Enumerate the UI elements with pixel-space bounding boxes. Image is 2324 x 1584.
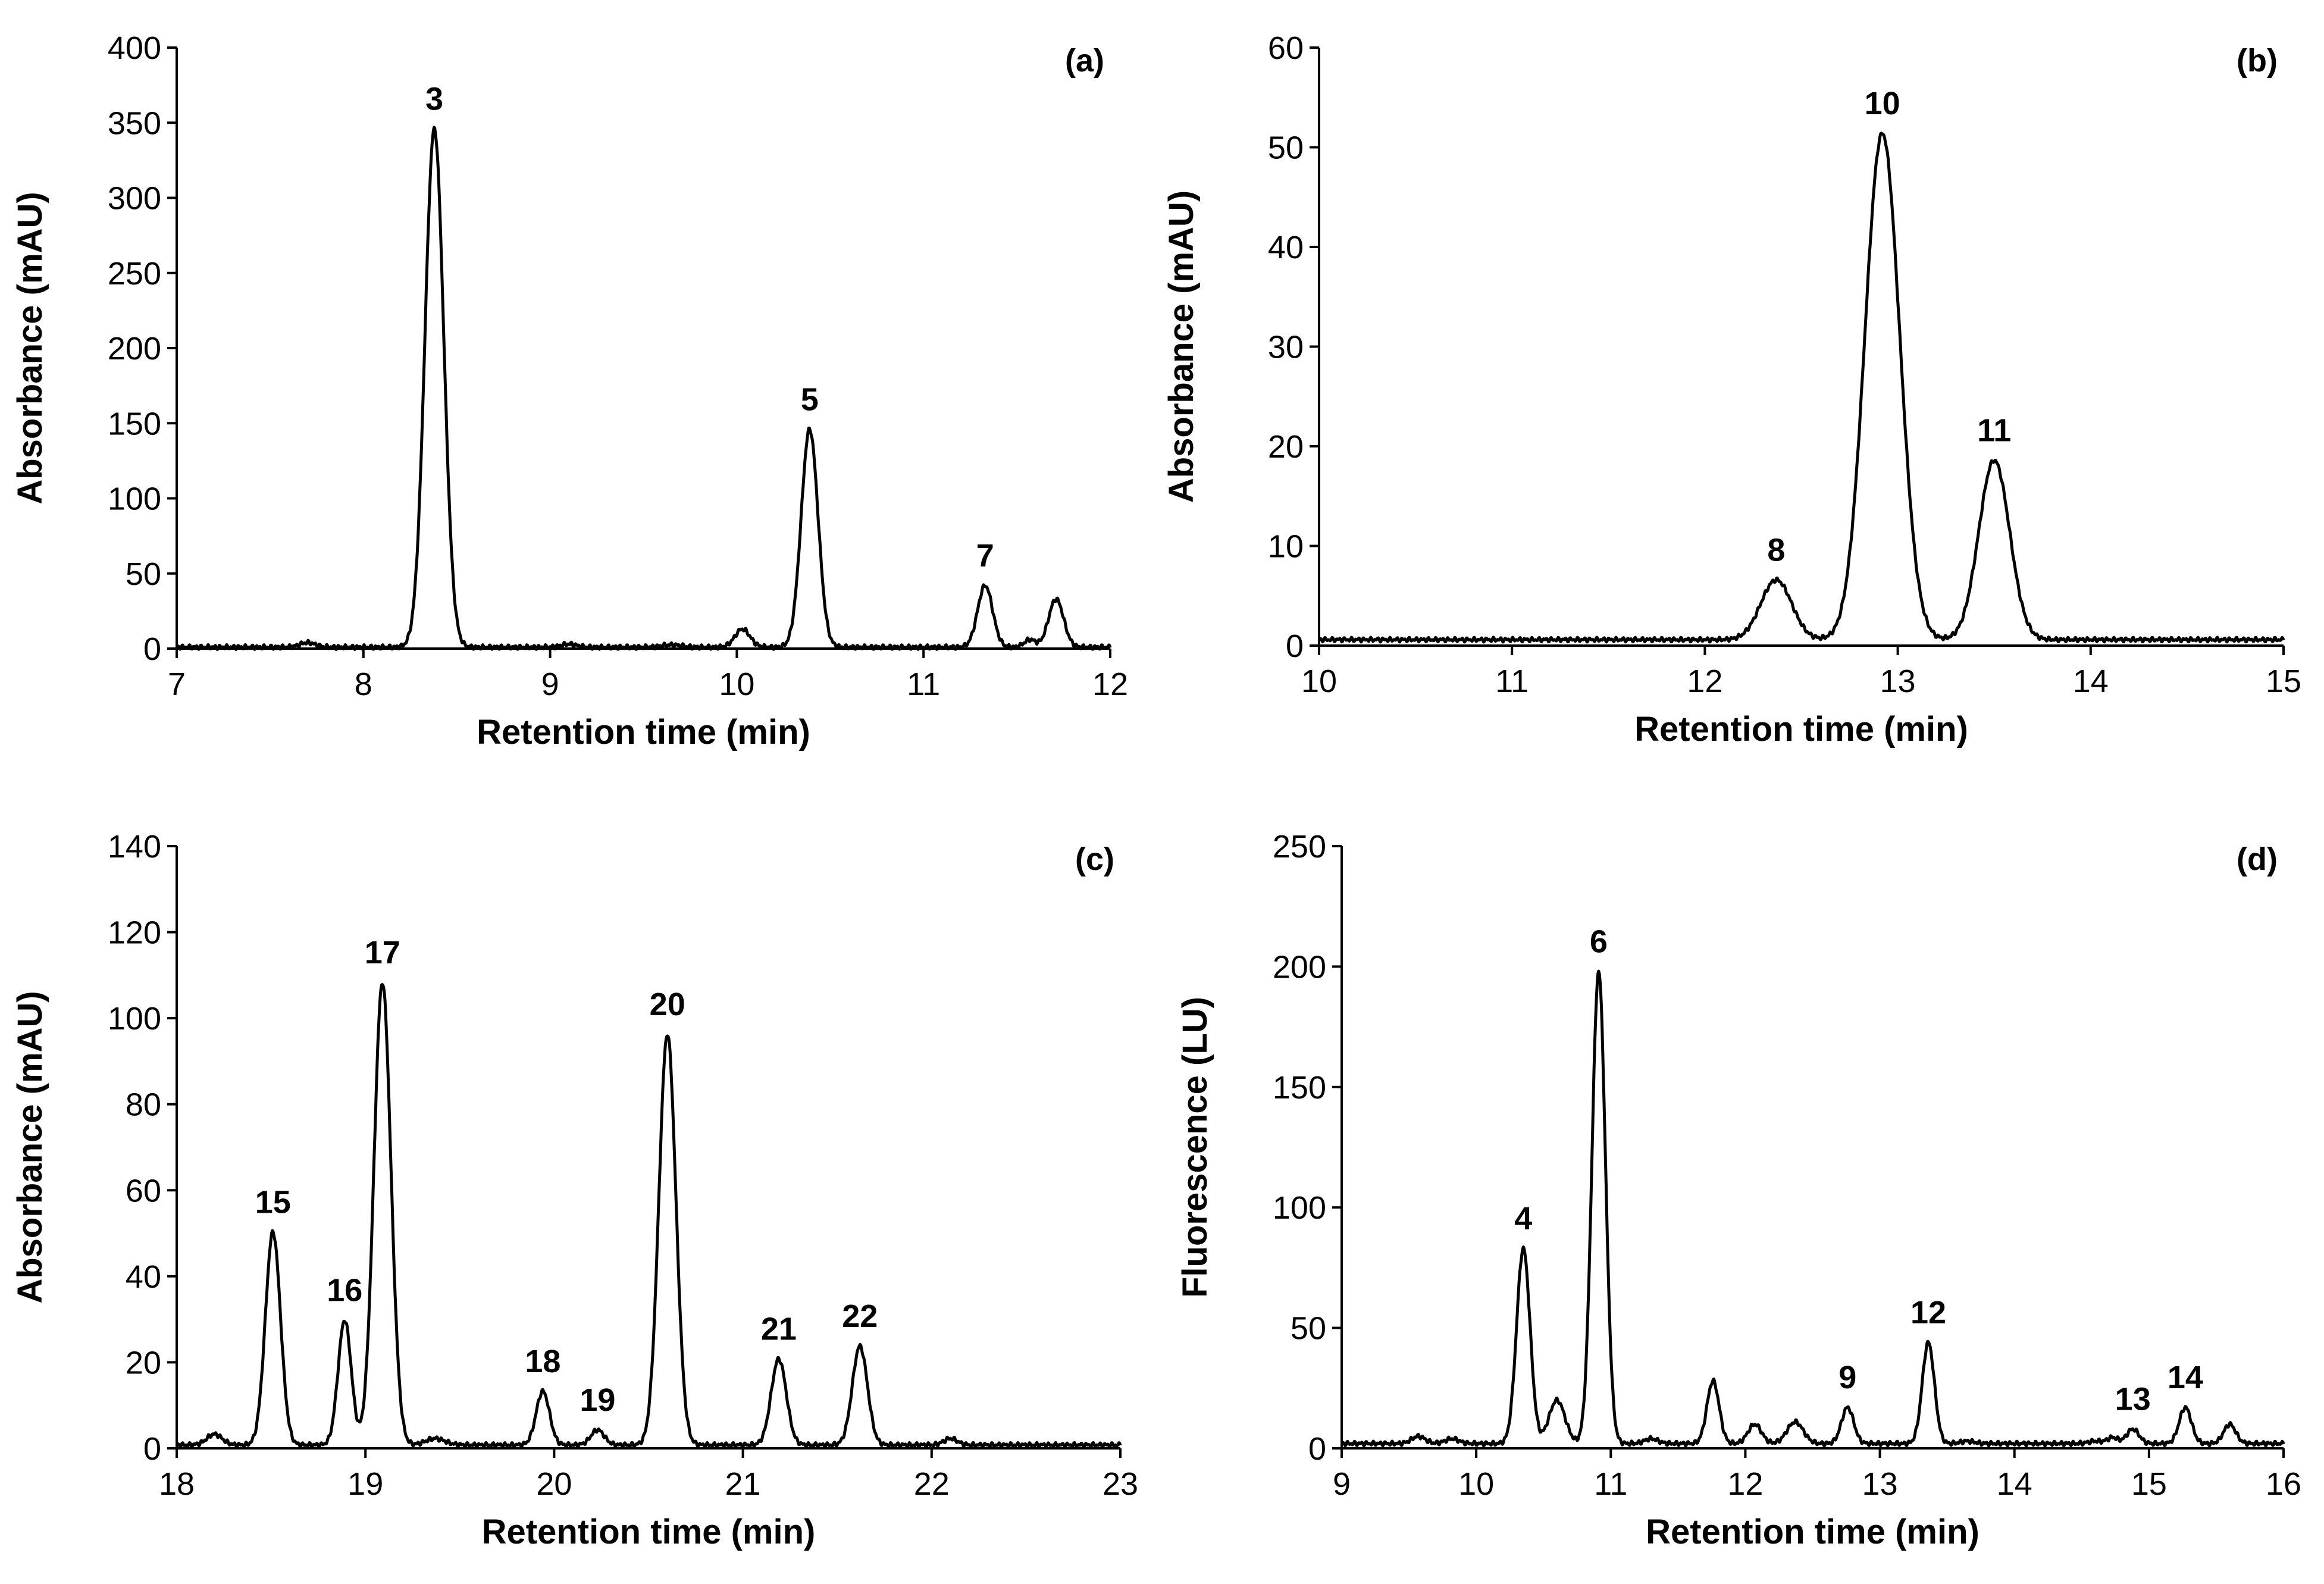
chromatogram-trace	[176, 126, 1112, 651]
y-tick-label: 20	[1268, 429, 1304, 465]
x-tick-label: 7	[168, 666, 186, 702]
y-tick-label: 50	[126, 556, 161, 592]
peak-label: 16	[327, 1273, 362, 1308]
peak-label: 10	[1865, 86, 1900, 121]
x-tick-label: 21	[725, 1466, 761, 1502]
x-tick-label: 20	[536, 1466, 572, 1502]
y-tick-label: 200	[108, 331, 161, 367]
x-tick-label: 8	[355, 666, 372, 702]
peak-label: 3	[425, 81, 443, 117]
y-axis-title: Absorbance (mAU)	[11, 192, 49, 504]
x-tick-label: 11	[1594, 1466, 1627, 1502]
x-tick-label: 16	[2266, 1466, 2301, 1502]
y-tick-label: 140	[108, 829, 161, 865]
peak-label: 15	[255, 1184, 291, 1220]
x-axis-title: Retention time (min)	[1634, 710, 1968, 749]
panel-label: (d)	[2237, 841, 2278, 877]
peak-label: 17	[365, 935, 400, 971]
y-tick-label: 100	[1273, 1190, 1326, 1226]
x-tick-label: 11	[1495, 663, 1529, 699]
y-tick-label: 350	[108, 105, 161, 141]
y-tick-label: 40	[126, 1259, 161, 1295]
x-tick-label: 15	[2266, 663, 2301, 699]
peak-label: 6	[1590, 924, 1608, 959]
y-tick-label: 40	[1268, 230, 1304, 265]
panel-a: 7 8 9 10 11 12 0 50 100 150 200 250 300 350 400 Retenti…	[11, 30, 1128, 752]
x-axis-title: Retention time (min)	[482, 1513, 816, 1551]
panel-label: (c)	[1075, 841, 1114, 877]
panel-label: (b)	[2237, 43, 2278, 79]
y-tick-label: 0	[1308, 1431, 1326, 1467]
y-tick-label: 50	[1291, 1311, 1326, 1347]
y-tick-label: 0	[1286, 628, 1304, 664]
peak-label: 8	[1767, 532, 1785, 568]
peak-label: 7	[976, 538, 994, 574]
x-axis-title: Retention time (min)	[477, 713, 810, 752]
x-tick-label: 11	[907, 666, 940, 702]
peak-label: 9	[1838, 1360, 1856, 1395]
peak-label: 21	[761, 1311, 797, 1347]
x-tick-label: 9	[1333, 1466, 1351, 1502]
y-tick-label: 150	[108, 406, 161, 442]
x-tick-label: 13	[1880, 663, 1916, 699]
y-axis-title: Absorbance (mAU)	[11, 991, 49, 1303]
y-tick-label: 150	[1273, 1070, 1326, 1106]
x-tick-label: 19	[347, 1466, 383, 1502]
y-tick-label: 100	[108, 481, 161, 517]
x-tick-label: 10	[1301, 663, 1337, 699]
peak-label: 5	[801, 381, 819, 417]
x-tick-label: 12	[1092, 666, 1128, 702]
peak-label: 4	[1514, 1201, 1532, 1236]
y-tick-label: 0	[143, 1431, 161, 1467]
peak-label: 20	[650, 987, 685, 1022]
peak-label: 14	[2168, 1360, 2203, 1395]
x-tick-label: 15	[2131, 1466, 2167, 1502]
y-tick-label: 30	[1268, 330, 1304, 365]
y-tick-label: 100	[108, 1001, 161, 1037]
x-axis-title: Retention time (min)	[1646, 1513, 1980, 1551]
panel-label: (a)	[1065, 43, 1104, 79]
chromatogram-trace	[176, 983, 1122, 1449]
chromatogram-trace	[1318, 132, 2285, 644]
chromatogram-trace	[1340, 969, 2285, 1448]
x-tick-label: 14	[2073, 663, 2109, 699]
y-tick-label: 80	[126, 1087, 161, 1123]
peak-label: 12	[1910, 1295, 1946, 1331]
panel-d: 9 10 11 12 13 14 15 16 0 50 100 150 200 250 Retention …	[1176, 829, 2301, 1551]
x-tick-label: 12	[1687, 663, 1722, 699]
y-tick-label: 400	[108, 30, 161, 66]
x-tick-label: 12	[1727, 1466, 1763, 1502]
y-tick-label: 0	[143, 631, 161, 667]
y-tick-label: 10	[1268, 529, 1304, 565]
y-tick-label: 250	[108, 256, 161, 292]
y-tick-label: 300	[108, 181, 161, 217]
peak-label: 13	[2115, 1382, 2151, 1417]
x-tick-label: 9	[541, 666, 559, 702]
peak-label: 19	[580, 1382, 615, 1418]
panel-c: 18 19 20 21 22 23 0 20 40 60 80 100 120 140 Retention …	[11, 829, 1138, 1551]
x-tick-label: 22	[914, 1466, 950, 1502]
y-tick-label: 60	[126, 1173, 161, 1209]
y-tick-label: 20	[126, 1345, 161, 1380]
y-axis-title: Absorbance (mAU)	[1162, 190, 1201, 503]
peak-label: 11	[1977, 412, 2011, 448]
x-tick-label: 10	[719, 666, 754, 702]
y-tick-label: 60	[1268, 30, 1304, 66]
y-axis-title: Fluorescence (LU)	[1176, 997, 1214, 1298]
y-tick-label: 120	[108, 915, 161, 951]
peak-label: 18	[525, 1344, 560, 1379]
y-tick-label: 200	[1273, 949, 1326, 985]
x-tick-label: 18	[159, 1466, 195, 1502]
x-tick-label: 13	[1862, 1466, 1898, 1502]
x-tick-label: 10	[1458, 1466, 1494, 1502]
peak-label: 22	[842, 1298, 878, 1334]
y-tick-label: 50	[1268, 130, 1304, 166]
y-tick-label: 250	[1273, 829, 1326, 865]
x-tick-label: 23	[1103, 1466, 1138, 1502]
x-tick-label: 14	[1997, 1466, 2032, 1502]
